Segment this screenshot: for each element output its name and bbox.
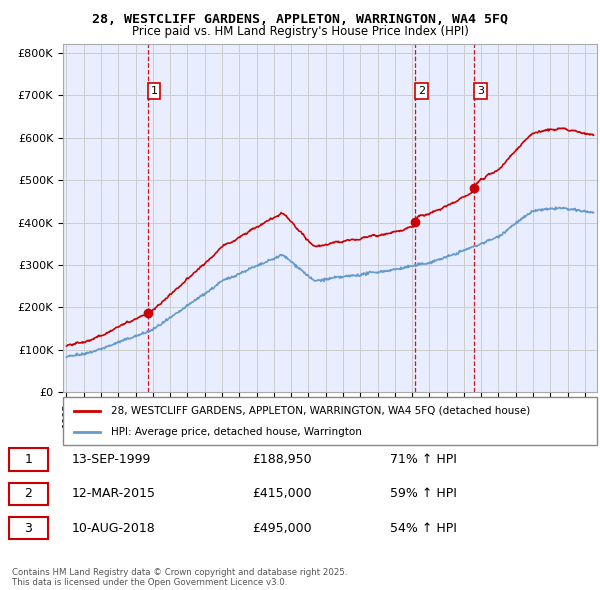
FancyBboxPatch shape <box>9 483 48 505</box>
Text: £188,950: £188,950 <box>252 453 311 466</box>
Text: 12-MAR-2015: 12-MAR-2015 <box>72 487 156 500</box>
Text: 2: 2 <box>418 86 425 96</box>
Text: £415,000: £415,000 <box>252 487 311 500</box>
Text: HPI: Average price, detached house, Warrington: HPI: Average price, detached house, Warr… <box>111 427 362 437</box>
Text: Contains HM Land Registry data © Crown copyright and database right 2025.
This d: Contains HM Land Registry data © Crown c… <box>12 568 347 587</box>
Text: 13-SEP-1999: 13-SEP-1999 <box>72 453 151 466</box>
Text: Price paid vs. HM Land Registry's House Price Index (HPI): Price paid vs. HM Land Registry's House … <box>131 25 469 38</box>
FancyBboxPatch shape <box>9 517 48 539</box>
Text: 28, WESTCLIFF GARDENS, APPLETON, WARRINGTON, WA4 5FQ: 28, WESTCLIFF GARDENS, APPLETON, WARRING… <box>92 13 508 26</box>
FancyBboxPatch shape <box>63 397 597 445</box>
Text: 2: 2 <box>25 487 32 500</box>
Text: 1: 1 <box>151 86 157 96</box>
Text: 54% ↑ HPI: 54% ↑ HPI <box>390 522 457 535</box>
Text: 1: 1 <box>25 453 32 466</box>
Text: 28, WESTCLIFF GARDENS, APPLETON, WARRINGTON, WA4 5FQ (detached house): 28, WESTCLIFF GARDENS, APPLETON, WARRING… <box>111 405 530 415</box>
Text: 10-AUG-2018: 10-AUG-2018 <box>72 522 156 535</box>
Text: 71% ↑ HPI: 71% ↑ HPI <box>390 453 457 466</box>
Text: 59% ↑ HPI: 59% ↑ HPI <box>390 487 457 500</box>
Text: 3: 3 <box>477 86 484 96</box>
Text: 3: 3 <box>25 522 32 535</box>
FancyBboxPatch shape <box>9 448 48 471</box>
Text: £495,000: £495,000 <box>252 522 311 535</box>
